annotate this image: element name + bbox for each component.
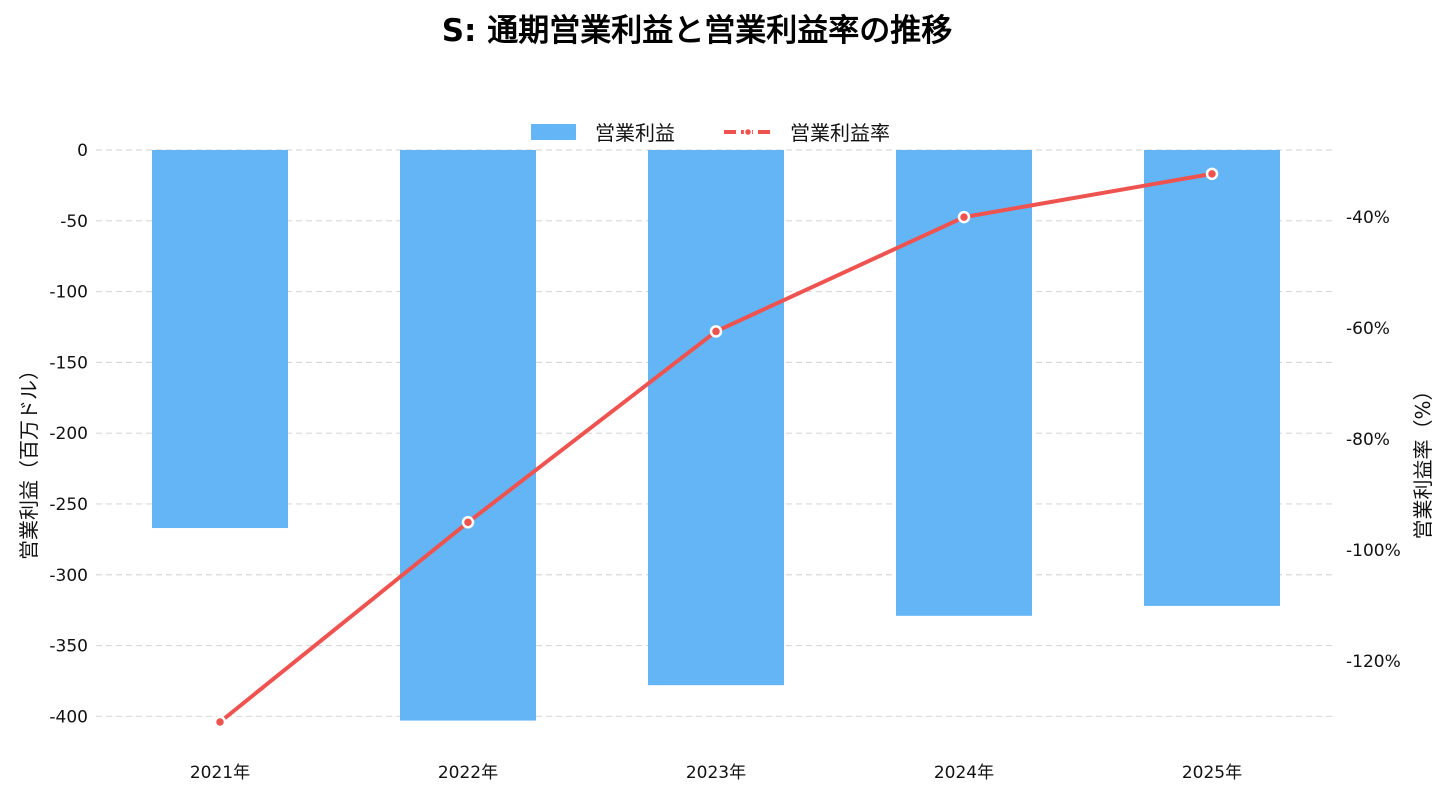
line-point — [461, 516, 475, 529]
x-tick-layer: 2021年 2022年 2023年 2024年 2025年 — [190, 763, 1242, 783]
y2-tick-label: -120% — [1346, 652, 1401, 672]
bar — [1144, 150, 1280, 606]
line-point — [213, 715, 227, 729]
line-point — [709, 325, 723, 338]
legend: 営業利益 営業利益率 — [531, 121, 890, 145]
y-tick-label: -150 — [49, 353, 88, 373]
bar — [152, 150, 288, 529]
legend-line-label: 営業利益率 — [790, 121, 890, 145]
y-tick-label: -250 — [49, 495, 88, 515]
chart-title: S: 通期営業利益と営業利益率の推移 — [442, 13, 953, 49]
y-tick-label: -300 — [49, 566, 88, 586]
line-layer — [213, 167, 1219, 729]
y2-tick-label: -60% — [1346, 319, 1390, 339]
y2-tick-layer: -40% -60% -80% -100% -120% — [1346, 208, 1401, 672]
bar — [400, 150, 536, 721]
x-tick-label: 2024年 — [934, 763, 994, 783]
y-tick-label: -200 — [49, 424, 88, 444]
legend-bar-swatch — [531, 124, 576, 140]
y2-tick-label: -80% — [1346, 430, 1390, 450]
y2-tick-label: -100% — [1346, 541, 1401, 561]
bar-layer — [152, 150, 1280, 721]
y-axis-label: 営業利益（百万ドル） — [17, 360, 41, 560]
line-point — [1205, 167, 1219, 181]
y-tick-layer: 0 -50 -100 -150 -200 -250 -300 -350 -400 — [49, 141, 88, 727]
x-tick-label: 2025年 — [1182, 763, 1242, 783]
y-tick-label: -50 — [60, 212, 88, 232]
bar — [896, 150, 1032, 616]
legend-line-marker — [743, 127, 753, 137]
y2-tick-label: -40% — [1346, 208, 1390, 228]
legend-bar-label: 営業利益 — [595, 121, 675, 145]
line-point — [957, 210, 971, 224]
y-tick-label: 0 — [77, 141, 88, 161]
x-tick-label: 2021年 — [190, 763, 250, 783]
x-tick-label: 2023年 — [686, 763, 746, 783]
y-tick-label: -350 — [49, 637, 88, 657]
y-tick-label: -100 — [49, 283, 88, 303]
x-tick-label: 2022年 — [438, 763, 498, 783]
bar — [648, 150, 784, 686]
y-tick-label: -400 — [49, 707, 88, 727]
y2-axis-label: 営業利益率（%） — [1411, 380, 1435, 539]
